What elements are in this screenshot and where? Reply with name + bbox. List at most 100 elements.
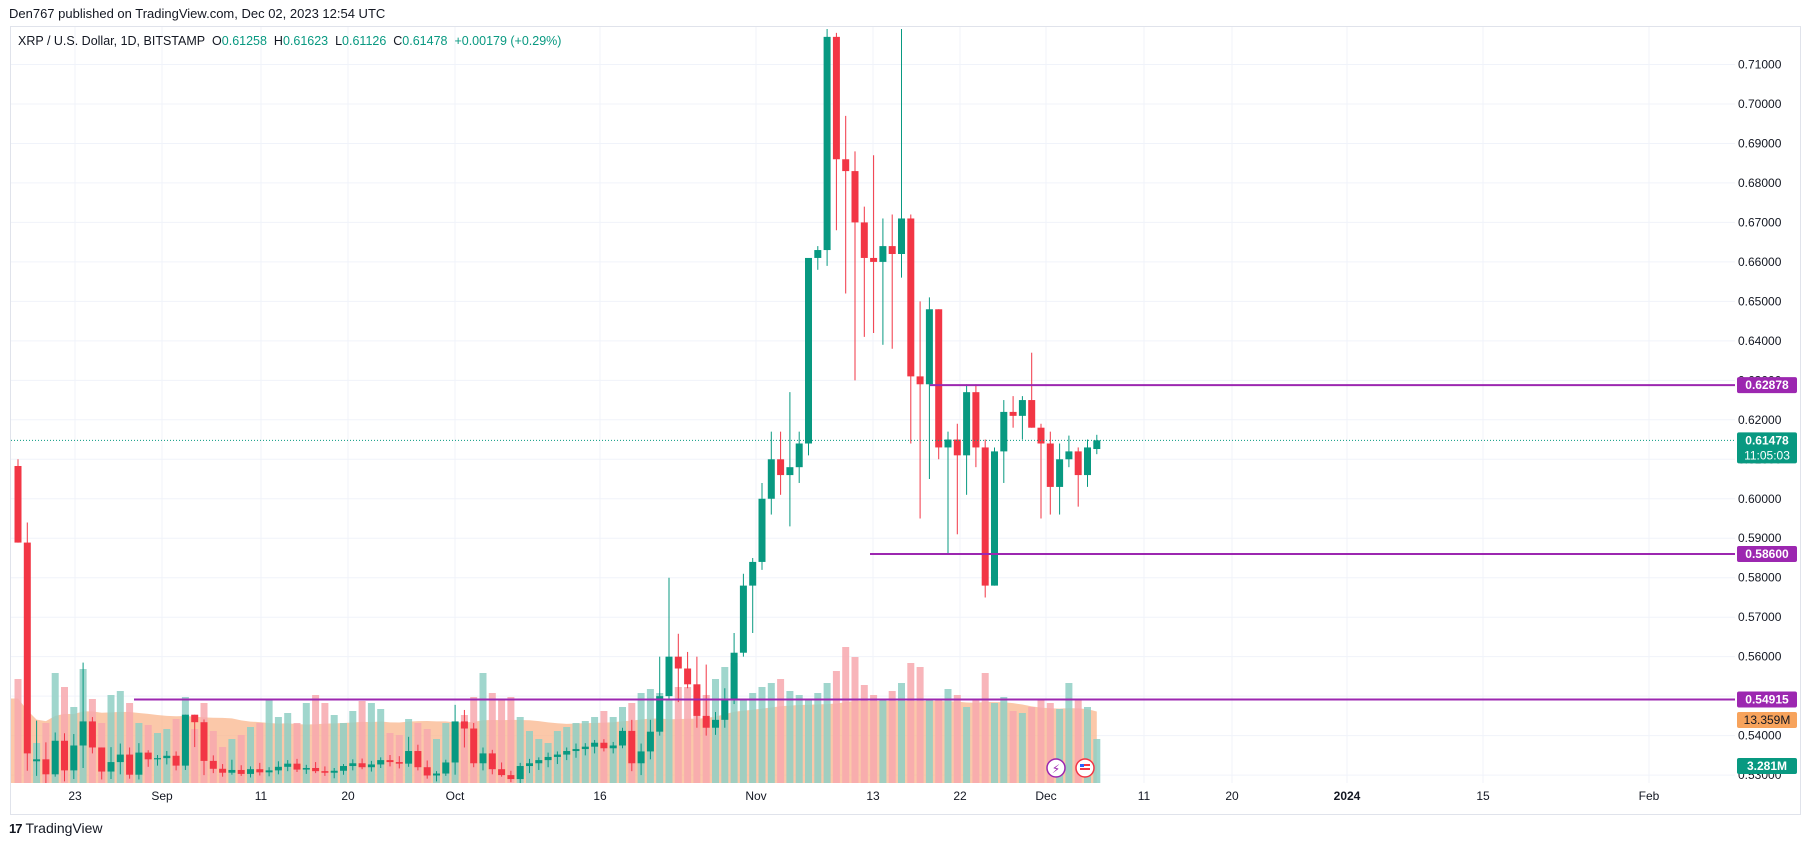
candle-body <box>721 700 729 720</box>
flag-stripe <box>1080 764 1090 766</box>
candle-body <box>330 770 338 773</box>
level-badge-label: 0.62878 <box>1745 378 1789 392</box>
volume-bar <box>312 695 320 783</box>
volume-bar <box>526 731 533 783</box>
candle-body <box>907 218 915 377</box>
volume-bar <box>191 729 199 783</box>
volume-bar <box>1000 697 1008 783</box>
tradingview-logo-icon: 17 <box>9 820 23 836</box>
volume-bar <box>433 739 440 783</box>
candle-body <box>116 754 124 763</box>
candle-body <box>163 755 171 759</box>
level-badge-label: 0.58600 <box>1745 547 1789 561</box>
candle-body <box>386 760 394 763</box>
candle-body <box>70 745 78 771</box>
candle-body <box>79 721 87 746</box>
volume-bar <box>786 691 794 783</box>
footer-brand[interactable]: 17 TradingView <box>9 820 103 836</box>
candle-body <box>191 714 199 723</box>
open-value: 0.61258 <box>221 34 267 48</box>
volume-bar <box>1037 699 1045 783</box>
candle-body <box>1093 440 1101 450</box>
candle-body <box>935 309 943 448</box>
volume-bar <box>274 717 282 783</box>
candle-body <box>237 769 245 774</box>
candle-body <box>665 656 673 697</box>
volume-bar <box>51 673 59 783</box>
volume-bar <box>991 703 998 783</box>
candle-body <box>107 762 115 772</box>
lightning-glyph: ⚡ <box>1052 762 1060 776</box>
x-tick-label: 11 <box>255 789 268 803</box>
volume-bar <box>702 695 710 783</box>
volume-bar <box>749 693 757 783</box>
candle-body <box>1056 459 1064 487</box>
volume-bar <box>330 715 338 783</box>
candle-body <box>154 758 161 760</box>
candle-body <box>470 728 478 764</box>
y-tick-label: 0.67000 <box>1738 215 1782 229</box>
flag-canton <box>1080 764 1084 767</box>
candle-body <box>609 745 617 749</box>
volume-bar <box>656 693 664 783</box>
candle-body <box>972 392 980 448</box>
lightning-event-icon[interactable] <box>1046 758 1066 778</box>
candle-body <box>349 763 357 767</box>
x-tick-label: Feb <box>1639 789 1660 803</box>
candle-body <box>265 770 273 773</box>
candle-body <box>572 749 580 752</box>
close-label: C <box>393 34 403 48</box>
candle-body <box>88 721 96 748</box>
candle-body <box>581 746 589 750</box>
low-value: 0.61126 <box>342 34 387 48</box>
volume-bar <box>1093 739 1101 783</box>
candle-body <box>674 656 682 669</box>
y-tick-label: 0.65000 <box>1738 294 1782 308</box>
candle-body <box>293 763 301 770</box>
volume-bar <box>349 711 357 783</box>
volume-bar <box>953 695 961 783</box>
y-tick-label: 0.66000 <box>1738 255 1782 269</box>
x-tick-label: Dec <box>1035 789 1056 803</box>
candle-body <box>814 250 822 258</box>
volume-bar <box>14 679 22 783</box>
candle-body <box>656 696 664 732</box>
level-badge <box>1737 546 1797 563</box>
candle-body <box>42 759 50 775</box>
y-tick-label: 0.56000 <box>1738 650 1782 664</box>
volume-bar <box>1018 713 1026 783</box>
low-label: L <box>335 34 343 48</box>
x-tick-label: 23 <box>68 789 82 803</box>
candle-body <box>181 714 189 766</box>
volume-bar <box>879 699 887 783</box>
x-tick-label: Sep <box>151 789 173 803</box>
candle-body <box>944 439 952 448</box>
last-price-label: 0.61478 <box>1745 433 1789 447</box>
candle-body <box>739 585 747 653</box>
countdown-label: 11:05:03 <box>1744 448 1790 462</box>
symbol-legend: XRP / U.S. Dollar, 1D, BITSTAMP O0.61258… <box>18 34 561 48</box>
y-tick-label: 0.70000 <box>1738 97 1782 111</box>
volume-bar <box>1028 707 1036 783</box>
high-value: 0.61623 <box>282 34 329 48</box>
volume-bar <box>888 691 896 783</box>
candle-body <box>144 752 152 760</box>
level-badge <box>1737 691 1797 708</box>
candle-body <box>209 760 217 769</box>
volume-bar <box>637 693 645 783</box>
volume-bar <box>358 701 366 783</box>
volume-bar <box>284 713 292 783</box>
volume-bar <box>870 695 878 783</box>
volume-ma-badge <box>1737 758 1797 774</box>
volume-bar <box>116 691 124 783</box>
candle-body <box>460 721 468 729</box>
volume-bar <box>851 657 859 783</box>
candle-body <box>535 760 543 764</box>
candle-body <box>479 753 487 764</box>
candle-body <box>516 766 524 780</box>
volume-bar <box>265 699 273 783</box>
volume-bar <box>247 727 254 783</box>
candle-body <box>777 459 785 476</box>
candle-body <box>712 719 719 728</box>
